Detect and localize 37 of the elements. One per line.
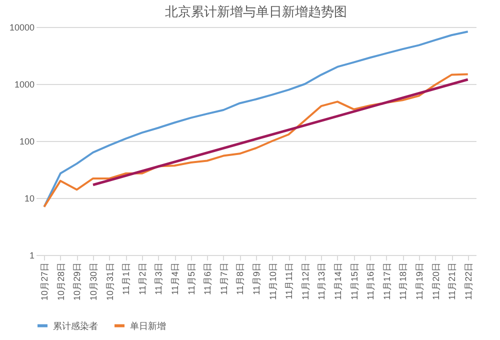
x-tick-label: 11月7日	[218, 262, 229, 295]
x-tick-label: 11月21日	[447, 262, 458, 300]
x-tick-label: 11月3日	[154, 262, 164, 295]
x-tick-label: 11月16日	[366, 262, 376, 300]
x-tick-label: 11月2日	[137, 262, 148, 295]
x-tick-label: 11月15日	[349, 262, 360, 300]
legend-label: 累计感染者	[53, 320, 98, 331]
x-tick-label: 10月30日	[88, 262, 99, 301]
line-series	[43, 30, 469, 208]
x-tick-label: 11月10日	[268, 262, 278, 300]
x-tick-label: 11月20日	[430, 262, 441, 300]
x-tick-label: 11月19日	[414, 262, 424, 300]
x-tick-label: 11月4日	[170, 262, 180, 295]
x-tick-label: 11月13日	[316, 262, 327, 300]
x-tick-label: 11月5日	[186, 262, 196, 295]
x-tick-label: 11月9日	[252, 262, 262, 295]
x-tick-label: 11月18日	[398, 262, 408, 300]
y-tick-label: 10000	[9, 22, 34, 32]
line-series	[43, 73, 469, 208]
y-tick-label: 1	[29, 250, 34, 260]
x-tick-label: 11月14日	[332, 262, 343, 300]
x-tick-label: 11月1日	[121, 262, 132, 295]
x-tick-label: 10月29日	[72, 262, 82, 301]
y-tick-label: 100	[19, 136, 34, 146]
x-tick-label: 11月8日	[235, 262, 246, 295]
x-tick-label: 10月28日	[56, 262, 66, 301]
y-tick-label: 1000	[14, 80, 34, 90]
x-tick-label: 10月27日	[40, 262, 50, 301]
chart-title: 北京累计新增与单日新增趋势图	[165, 4, 347, 19]
y-tick-label: 10	[24, 194, 34, 204]
x-tick-label: 11月6日	[202, 262, 213, 295]
legend-label: 单日新增	[130, 320, 166, 331]
x-tick-label: 11月17日	[382, 262, 392, 300]
x-tick-label: 10月31日	[104, 262, 115, 301]
x-tick-label: 11月11日	[284, 262, 294, 300]
x-tick-label: 11月22日	[463, 262, 474, 300]
x-tick-label: 11月12日	[300, 262, 310, 300]
